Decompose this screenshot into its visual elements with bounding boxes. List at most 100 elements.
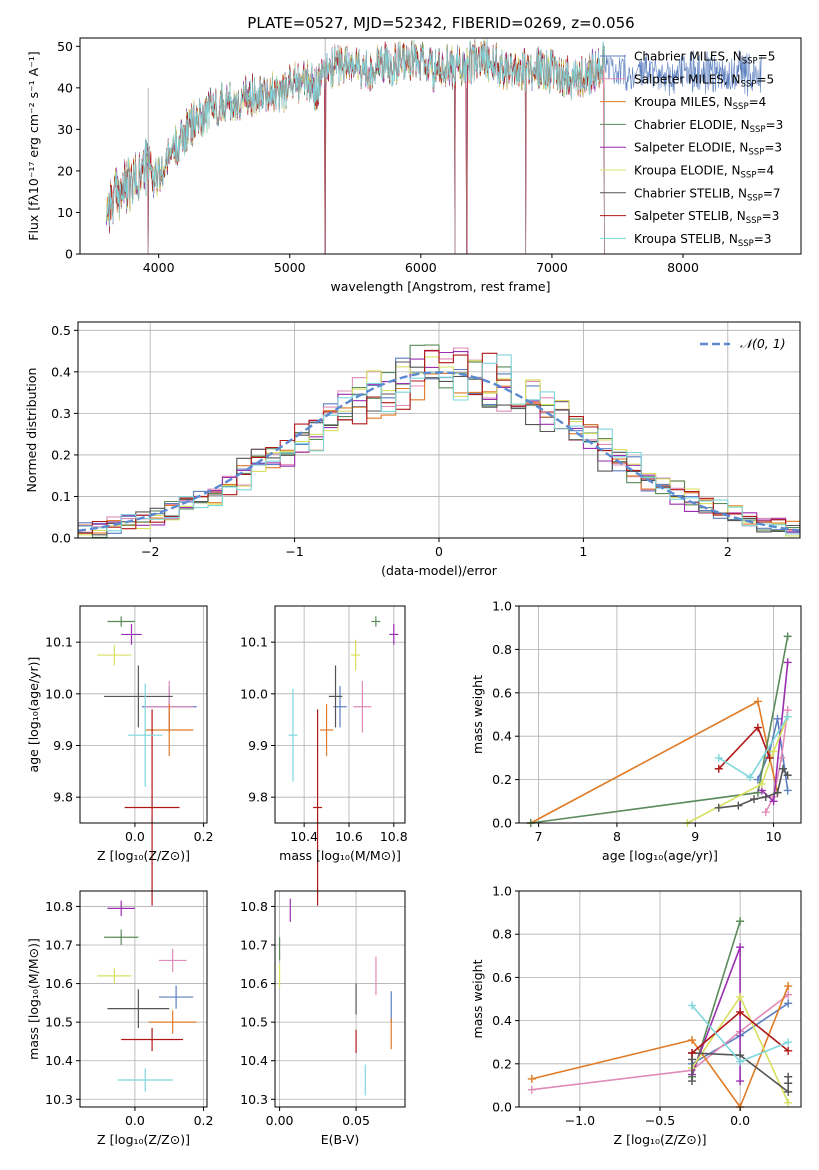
axes-frame [518, 605, 802, 824]
y-tick-label: 10.1 [45, 635, 73, 650]
weight-marker [784, 1098, 793, 1107]
weight-marker [784, 1046, 793, 1055]
x-tick-label: 0.0 [125, 829, 145, 844]
axes-frame [79, 37, 802, 255]
weight-vs-Z-panel: −1.0 −0.5 0.0 0.0 0.2 0.4 0.6 0.8 1.0 Z [log₁₀(Z/… [470, 884, 802, 1147]
weight-marker [757, 779, 766, 788]
y-tick-label: 40 [57, 80, 73, 95]
weight-marker [761, 808, 770, 817]
y-tick-label: 20 [57, 163, 73, 178]
y-tick-label: 10.7 [45, 938, 73, 953]
legend-label: Kroupa ELODIE, NSSP=4 [634, 164, 774, 181]
y-tick-label: 0.1 [51, 489, 71, 504]
weight-line [691, 920, 741, 1078]
y-tick-label: 0.0 [51, 531, 71, 546]
axes-frame [79, 890, 208, 1108]
y-tick-label: 0.2 [492, 1056, 512, 1071]
x-tick-label: 10.8 [380, 829, 408, 844]
x-tick-label: 4000 [143, 260, 175, 275]
y-tick-label: 50 [57, 39, 73, 54]
x-tick-label: 0.0 [730, 1113, 750, 1128]
weight-marker [688, 1036, 697, 1045]
y-tick-label: 9.9 [248, 738, 268, 753]
y-axis-label: mass weight [470, 675, 485, 754]
weight-marker [734, 801, 743, 810]
legend-label: Chabrier STELIB, NSSP=7 [634, 186, 781, 203]
weight-marker [714, 764, 723, 773]
y-tick-label: 10.4 [45, 1053, 73, 1068]
x-tick-label: 0.05 [342, 1113, 370, 1128]
legend-label: Chabrier ELODIE, NSSP=3 [634, 118, 783, 135]
y-tick-label: 10 [57, 205, 73, 220]
x-tick-label: 8000 [667, 260, 699, 275]
y-tick-label: 10.3 [240, 1092, 268, 1107]
x-tick-label: 10 [766, 829, 782, 844]
legend-label: Salpeter ELODIE, NSSP=3 [634, 141, 782, 158]
normal-reference-curve [77, 371, 801, 532]
y-axis-label: age [log₁₀(age/yr)] [26, 657, 41, 773]
weight-line [765, 710, 789, 813]
x-tick-label: 5000 [274, 260, 306, 275]
y-tick-label: 0.6 [492, 685, 512, 700]
x-tick-label: −1.0 [565, 1113, 595, 1128]
y-tick-label: 10.8 [240, 899, 268, 914]
y-tick-label: 0.8 [492, 927, 512, 942]
x-tick-label: 10.6 [335, 829, 363, 844]
x-axis-label: E(B-V) [321, 1132, 360, 1147]
y-tick-label: 0.4 [51, 364, 71, 379]
weight-marker [688, 1001, 697, 1010]
x-tick-label: 1 [579, 544, 587, 559]
weight-marker [761, 792, 770, 801]
y-tick-label: 0.4 [492, 1013, 512, 1028]
weight-marker [769, 747, 778, 756]
y-axis-label: Flux [fλ10⁻¹⁷ erg cm⁻² s⁻¹ A⁻¹] [26, 51, 41, 240]
x-tick-label: 0.00 [266, 1113, 294, 1128]
legend-label: Salpeter STELIB, NSSP=3 [634, 209, 779, 226]
weight-marker [784, 999, 793, 1008]
y-tick-label: 10.6 [45, 976, 73, 991]
weight-marker [783, 632, 792, 641]
x-tick-label: 0.0 [125, 1113, 145, 1128]
y-tick-label: 10.5 [45, 1015, 73, 1030]
weight-marker [783, 658, 792, 667]
x-tick-label: 7000 [536, 260, 568, 275]
figure-title: PLATE=0527, MJD=52342, FIBERID=0269, z=0… [247, 14, 634, 32]
weight-marker [784, 1079, 793, 1088]
weight-marker [527, 1074, 536, 1083]
weight-marker [778, 764, 787, 773]
x-tick-label: 10.4 [290, 829, 318, 844]
weight-marker [736, 917, 745, 926]
y-tick-label: 10.5 [240, 1015, 268, 1030]
x-tick-label: 8 [613, 829, 621, 844]
y-tick-label: 10.0 [45, 686, 73, 701]
weight-line [530, 636, 789, 824]
y-tick-label: 10.6 [240, 976, 268, 991]
y-tick-label: 1.0 [492, 884, 512, 899]
y-axis-label: mass weight [470, 959, 485, 1038]
y-tick-label: 10.3 [45, 1092, 73, 1107]
y-tick-label: 0.0 [492, 1100, 512, 1115]
spectrum-panel: 4000 5000 6000 7000 8000 0 10 20 30 40 50 wavelengt… [26, 37, 802, 294]
weight-marker [736, 992, 745, 1001]
weight-marker [688, 1077, 697, 1086]
legend-label: Kroupa STELIB, NSSP=3 [634, 232, 772, 249]
weight-line [531, 994, 789, 1091]
spectrum-legend: Chabrier MILES, NSSP=5 Salpeter MILES, NS… [600, 50, 783, 249]
weight-marker [736, 1007, 745, 1016]
weight-marker [527, 1085, 536, 1094]
weight-marker [714, 803, 723, 812]
y-tick-label: 0.4 [492, 729, 512, 744]
y-tick-label: 0.3 [51, 406, 71, 421]
mass-vs-ebv-panel: 0.00 0.05 10.3 10.4 10.5 10.6 10.7 10.8 E(B-V) [240, 890, 406, 1147]
weight-marker [736, 1077, 745, 1086]
x-tick-label: 0.2 [194, 829, 214, 844]
legend-label: Kroupa MILES, NSSP=4 [634, 95, 766, 112]
weight-marker [753, 723, 762, 732]
weight-marker [765, 753, 774, 762]
mass-vs-Z-panel: 0.0 0.2 10.3 10.4 10.5 10.6 10.7 10.8 Z [log₁₀(Z… [26, 890, 214, 1147]
x-axis-label: Z [log₁₀(Z/Z⊙)] [97, 848, 190, 863]
y-tick-label: 0.8 [492, 642, 512, 657]
y-tick-label: 1.0 [492, 599, 512, 614]
weight-marker [769, 797, 778, 806]
